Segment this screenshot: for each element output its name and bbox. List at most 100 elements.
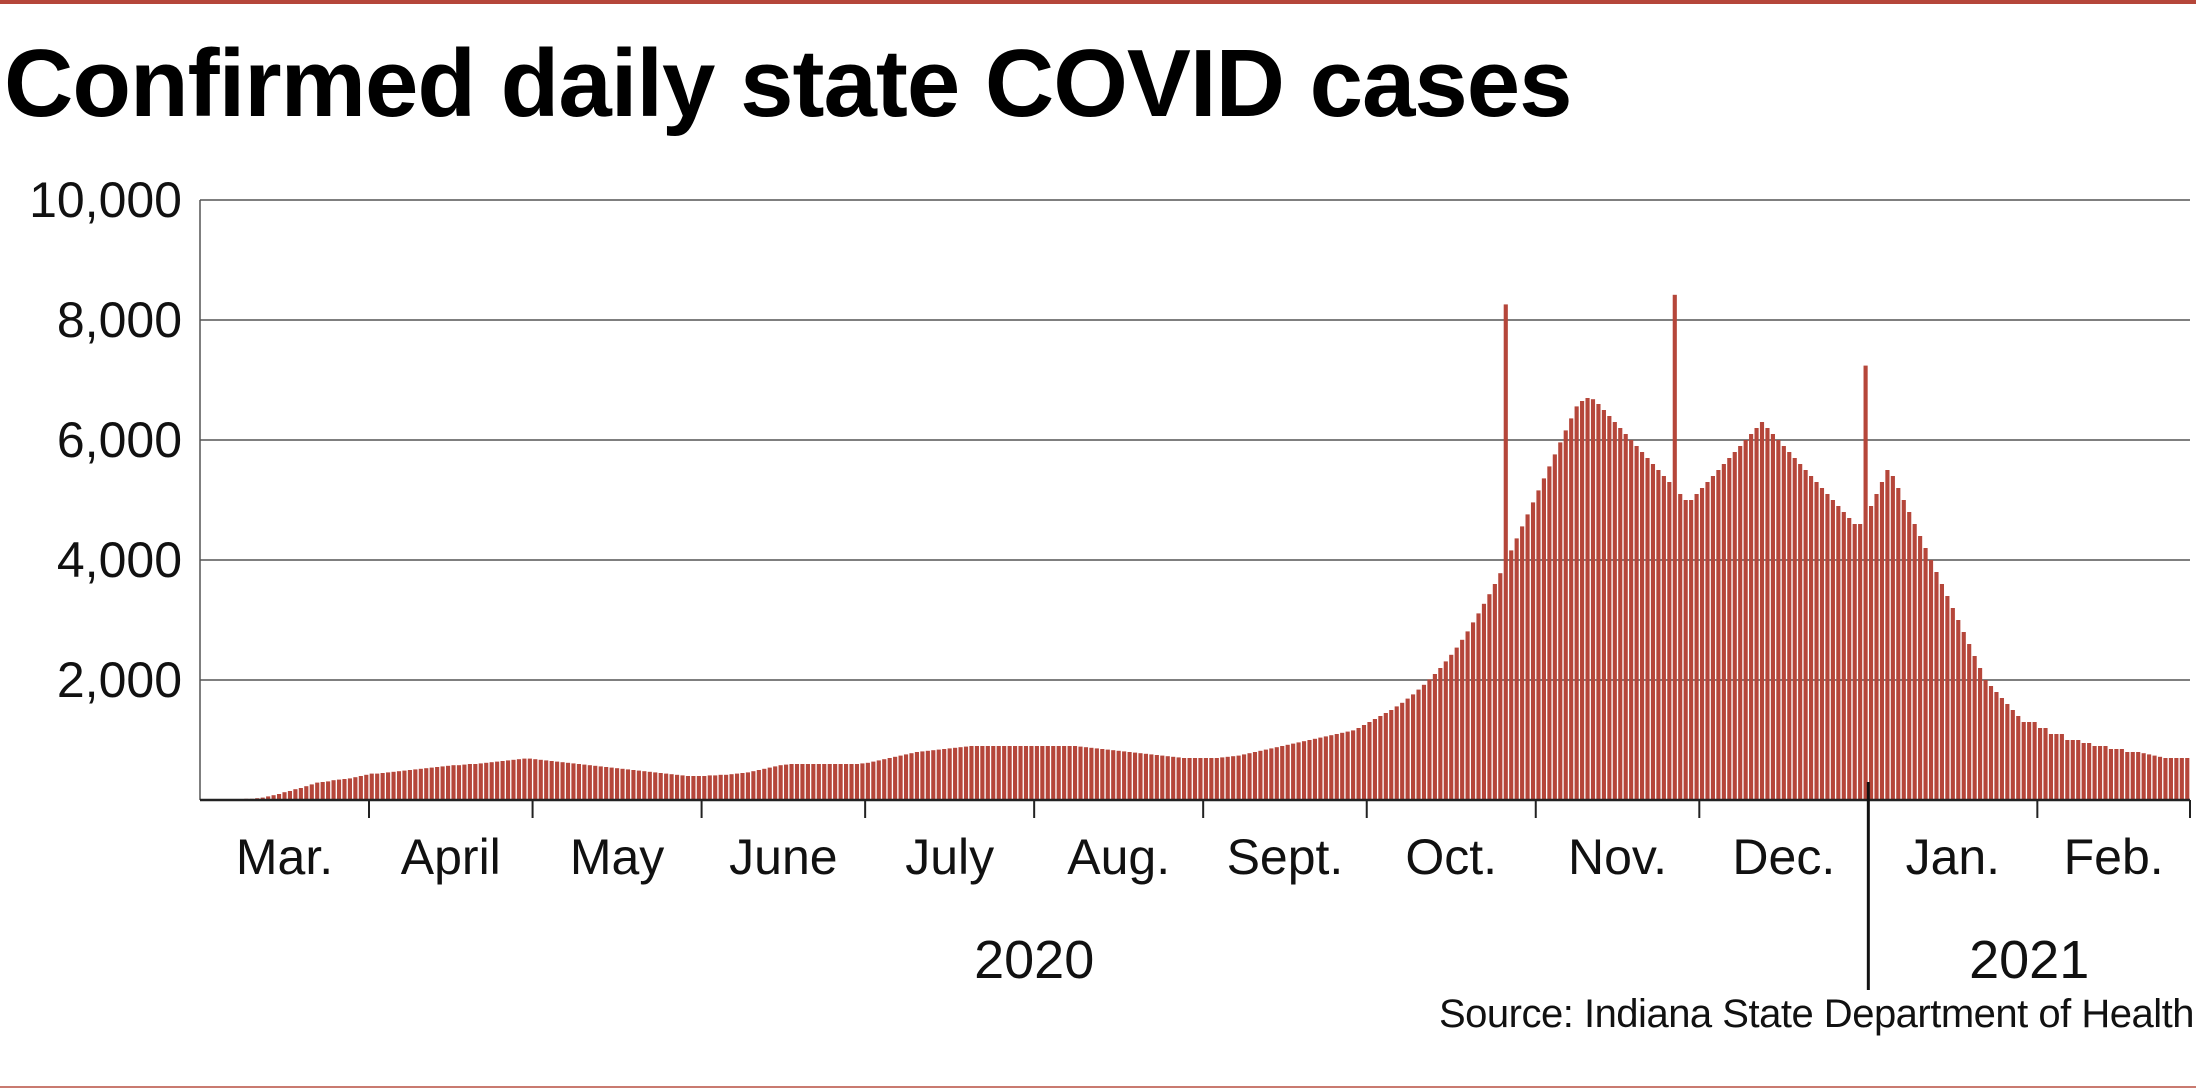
bar	[1405, 698, 1410, 800]
bar	[1067, 746, 1072, 800]
bar	[811, 764, 816, 800]
bar	[653, 772, 658, 800]
bar	[1263, 749, 1268, 800]
x-tick-label: Aug.	[1067, 829, 1170, 885]
bar	[1427, 679, 1432, 800]
bar	[1356, 728, 1361, 800]
bar	[985, 746, 990, 800]
bar	[1574, 406, 1579, 800]
x-axis	[200, 782, 2191, 990]
x-axis-labels: Mar. April May June July Aug. Sept. Oct. Nov. Dec…	[236, 829, 2164, 990]
bar	[604, 767, 609, 800]
bar	[1498, 573, 1503, 800]
bar	[844, 764, 849, 800]
bar	[1672, 294, 1677, 800]
bar	[958, 747, 963, 800]
bar	[2152, 755, 2157, 800]
bar	[685, 776, 691, 800]
bar	[1214, 758, 1219, 800]
bar	[1879, 482, 1885, 800]
bar	[1209, 758, 1214, 800]
bar	[1182, 758, 1187, 800]
bar	[2136, 752, 2141, 800]
bar	[1122, 751, 1127, 800]
bar	[336, 779, 342, 800]
bar	[1792, 458, 1797, 800]
bar	[1454, 647, 1459, 800]
bar	[2021, 722, 2026, 800]
bar	[1868, 506, 1874, 800]
bar	[1203, 758, 1208, 800]
bar	[636, 770, 641, 800]
bar	[740, 773, 745, 800]
bar	[718, 774, 723, 800]
bar	[1569, 418, 1574, 800]
bar	[1890, 476, 1895, 800]
bar	[1694, 494, 1699, 800]
bar	[936, 749, 941, 800]
bar	[418, 768, 423, 800]
bar	[533, 759, 538, 800]
bar	[1667, 482, 1672, 800]
bar	[2097, 746, 2103, 800]
bar	[615, 768, 620, 800]
x-tick-label: Jan.	[1906, 829, 2001, 885]
bar	[2038, 728, 2043, 800]
bar	[707, 775, 712, 800]
bar	[784, 764, 789, 800]
bar	[1487, 594, 1492, 800]
bar	[1334, 734, 1339, 800]
top-rule	[0, 0, 2196, 4]
bar	[276, 794, 282, 800]
bar	[424, 768, 429, 800]
bar	[1601, 410, 1606, 800]
bar	[331, 780, 336, 800]
bar	[576, 764, 581, 800]
bar	[456, 765, 462, 800]
bar	[1525, 514, 1530, 800]
x-tick-label: July	[905, 829, 994, 885]
x-tick-label: Nov.	[1568, 829, 1667, 885]
bar	[980, 746, 985, 800]
bar	[691, 776, 696, 800]
bar	[1138, 753, 1143, 800]
bar	[1776, 440, 1781, 800]
bar	[282, 792, 287, 800]
bar	[1907, 512, 1912, 800]
bar	[1738, 446, 1743, 800]
bar	[1536, 490, 1541, 800]
bar	[1705, 482, 1710, 800]
bar	[1165, 756, 1170, 800]
bar	[2157, 756, 2163, 800]
bar	[762, 768, 767, 800]
bar	[871, 761, 876, 800]
bar	[1111, 750, 1116, 800]
bar	[920, 751, 925, 800]
bar	[1928, 560, 1934, 800]
bar	[2092, 746, 2097, 800]
bar	[2076, 740, 2081, 800]
bar	[669, 774, 674, 800]
bar	[1361, 725, 1367, 800]
bar	[1476, 613, 1481, 800]
bar	[549, 761, 554, 800]
bar	[598, 766, 603, 800]
bar	[1367, 722, 1372, 800]
bar	[876, 760, 881, 800]
bar	[505, 760, 511, 800]
bar	[1803, 470, 1808, 800]
bar	[2043, 728, 2048, 800]
bar	[931, 750, 936, 800]
bar	[435, 767, 440, 800]
bar	[1116, 750, 1121, 800]
bar	[571, 763, 576, 800]
x-tick-label: June	[729, 829, 837, 885]
bar	[925, 750, 930, 800]
bar	[1192, 758, 1198, 800]
bar	[1187, 758, 1192, 800]
bar	[2087, 743, 2092, 800]
bar	[2059, 734, 2064, 800]
bar	[800, 764, 805, 800]
bar	[1345, 731, 1350, 800]
bar	[903, 754, 909, 800]
